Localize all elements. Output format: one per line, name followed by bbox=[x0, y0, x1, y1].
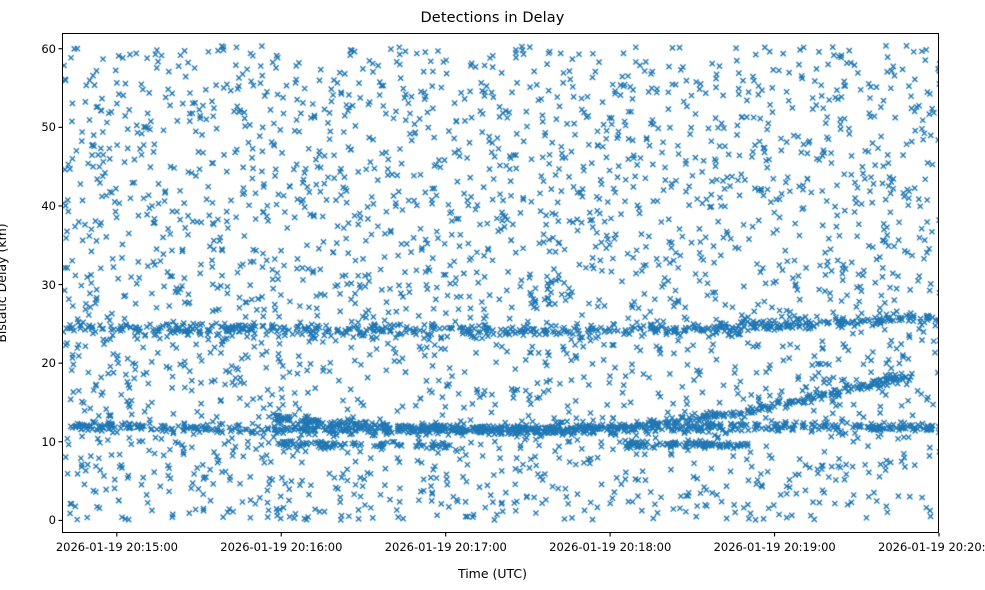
y-tick-label: 30 bbox=[41, 277, 56, 292]
chart-title: Detections in Delay bbox=[420, 10, 565, 26]
x-axis-label: Time (UTC) bbox=[457, 566, 528, 581]
y-tick-label: 50 bbox=[41, 120, 56, 135]
y-axis-label: Bistatic Delay (km) bbox=[0, 223, 9, 343]
plot-area bbox=[62, 33, 939, 533]
x-tick-label: 2026-01-19 20:18:00 bbox=[549, 540, 672, 554]
x-tick-label: 2026-01-19 20:19:00 bbox=[713, 540, 836, 554]
y-tick-label: 20 bbox=[41, 356, 56, 371]
x-tick-label: 2026-01-19 20:16:00 bbox=[220, 540, 343, 554]
x-tick-label: 2026-01-19 20:20:00 bbox=[878, 540, 985, 554]
y-tick-label: 0 bbox=[48, 513, 56, 528]
y-tick-label: 60 bbox=[41, 41, 56, 56]
x-tick-label: 2026-01-19 20:15:00 bbox=[55, 540, 178, 554]
scatter-points-layer bbox=[63, 34, 938, 532]
x-tick-label: 2026-01-19 20:17:00 bbox=[384, 540, 507, 554]
y-tick-label: 40 bbox=[41, 198, 56, 213]
y-tick-label: 10 bbox=[41, 434, 56, 449]
